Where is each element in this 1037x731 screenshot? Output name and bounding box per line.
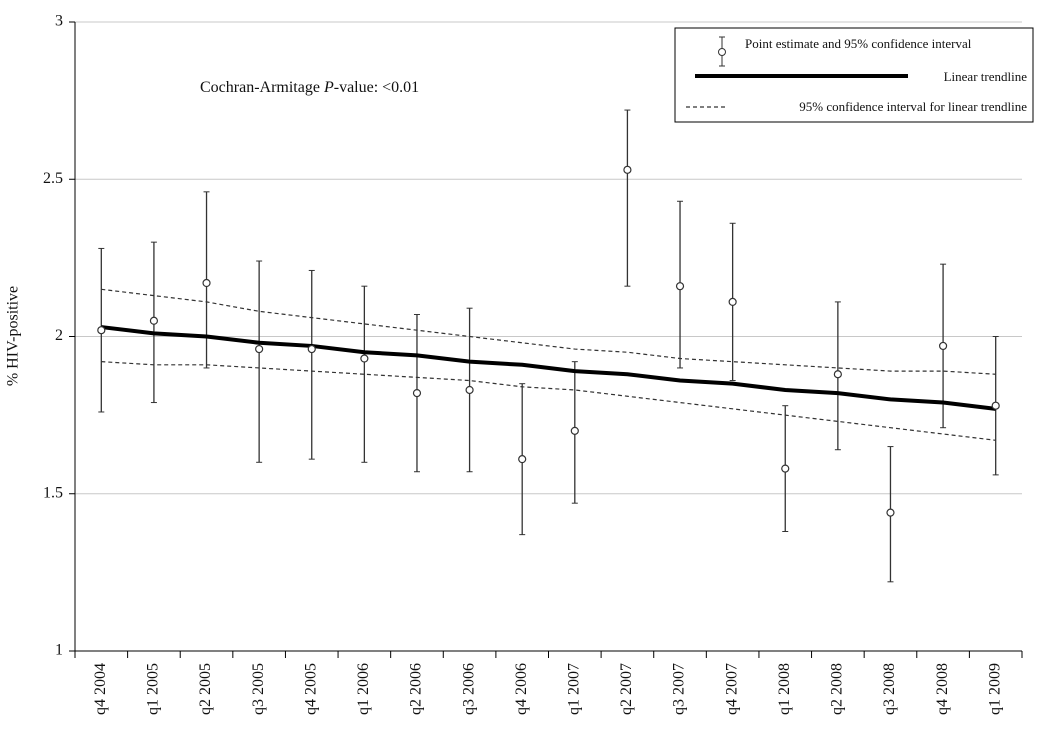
- point: [360, 354, 369, 363]
- point: [202, 278, 211, 288]
- x-tick-label: q4 2007: [723, 663, 740, 715]
- point: [728, 297, 737, 307]
- y-tick-label: 1.5: [43, 484, 63, 501]
- x-tick-label: q1 2007: [565, 663, 582, 715]
- ci-upper-line: [101, 288, 996, 375]
- point: [465, 385, 474, 395]
- x-tick-label: q2 2005: [197, 663, 214, 715]
- annotation: Cochran-Armitage P-value: <0.01: [200, 79, 419, 96]
- x-tick-label: q4 2005: [302, 663, 319, 715]
- x-tick-label: q2 2008: [829, 663, 846, 715]
- annotation-suffix: -value: <0.01: [334, 79, 419, 96]
- point: [149, 316, 159, 325]
- annotation-italic: P: [323, 79, 334, 96]
- x-tick-label: q3 2007: [671, 663, 688, 715]
- y-axis-label: % HIV-positive: [5, 286, 22, 386]
- point: [781, 464, 790, 473]
- point: [833, 370, 842, 379]
- legend-point: [718, 48, 726, 56]
- point: [675, 282, 685, 291]
- x-tick-label: q3 2006: [460, 663, 477, 715]
- x-tick-label: q4 2008: [934, 663, 951, 715]
- ci-lower-line: [101, 361, 996, 441]
- x-tick-label: q1 2009: [986, 663, 1003, 715]
- y-tick-label: 1: [55, 642, 63, 659]
- point: [570, 426, 579, 435]
- point: [938, 341, 948, 351]
- point: [97, 326, 106, 335]
- x-tick-label: q1 2005: [145, 663, 162, 715]
- x-tick-label: q3 2008: [881, 663, 898, 715]
- x-tick-label: q4 2004: [92, 663, 109, 715]
- x-tick-label: q2 2007: [618, 663, 635, 715]
- x-tick-label: q2 2006: [408, 663, 425, 715]
- x-tick-label: q4 2006: [513, 663, 530, 715]
- point: [886, 508, 895, 517]
- point: [991, 401, 1000, 410]
- x-tick-label: q3 2005: [250, 663, 267, 715]
- y-tick-label: 2.5: [43, 170, 63, 187]
- point: [518, 455, 527, 464]
- point: [255, 344, 264, 354]
- point: [307, 344, 316, 354]
- annotation-prefix: Cochran-Armitage: [200, 79, 324, 96]
- legend-label: 95% confidence interval for linear trend…: [799, 99, 1027, 114]
- point: [623, 165, 632, 174]
- y-tick-label: 3: [55, 13, 63, 30]
- legend-label: Point estimate and 95% confidence interv…: [745, 36, 972, 51]
- x-tick-label: q1 2006: [355, 663, 372, 715]
- point: [412, 389, 422, 398]
- x-tick-label: q1 2008: [776, 663, 793, 715]
- legend-label: Linear trendline: [944, 69, 1028, 84]
- y-tick-label: 2: [55, 327, 63, 344]
- trendline: [101, 325, 996, 411]
